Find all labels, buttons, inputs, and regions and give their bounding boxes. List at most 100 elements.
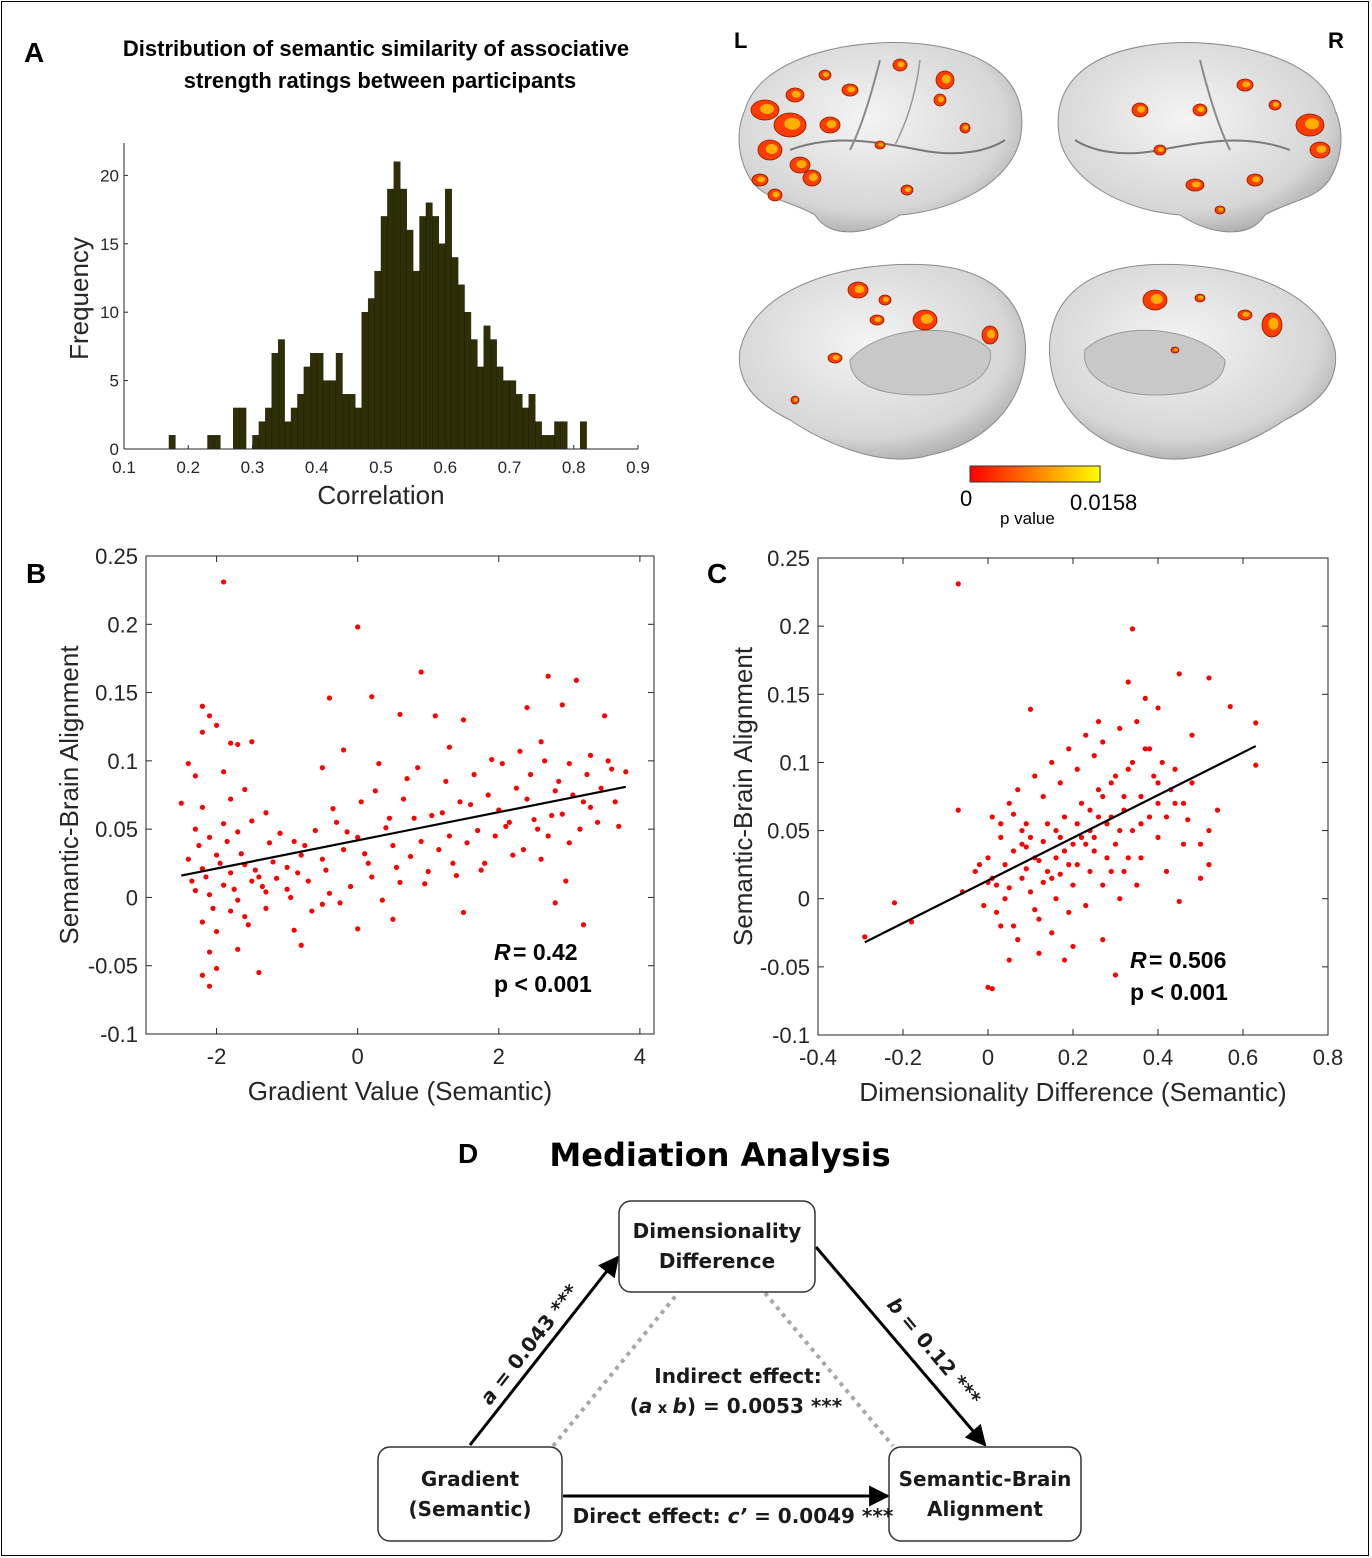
activation-blob-core [1150, 294, 1163, 304]
data-point [256, 969, 262, 976]
activation-blob-core [757, 176, 766, 183]
data-point [319, 901, 325, 907]
data-point [1163, 814, 1170, 820]
activation-blob-core [1191, 181, 1201, 188]
indirect-a: a [639, 1394, 653, 1418]
data-point [199, 972, 206, 978]
data-point [340, 847, 347, 853]
x-tick-label: 0.2 [1058, 1045, 1089, 1070]
data-point [400, 796, 407, 802]
data-point [612, 799, 618, 805]
data-point [1027, 834, 1034, 840]
data-point [319, 765, 325, 771]
data-point [478, 867, 484, 873]
y-tick-label: 15 [100, 235, 119, 254]
histogram-bar [213, 435, 221, 450]
data-point [231, 886, 237, 892]
data-point [520, 847, 527, 853]
data-point [1129, 759, 1136, 766]
data-point [545, 833, 551, 839]
y-tick-label: 0.15 [767, 682, 810, 707]
data-point [1040, 793, 1046, 800]
data-point [213, 965, 220, 972]
data-point [471, 771, 477, 778]
histogram-bar [380, 216, 388, 450]
activation-blob-core [1137, 105, 1146, 113]
data-point [1023, 821, 1029, 827]
y-tick-label: 20 [100, 166, 119, 185]
histogram-bar [483, 325, 491, 450]
data-point [1049, 930, 1055, 936]
y-tick-label: -0.1 [772, 1023, 810, 1048]
y-tick-label: 10 [100, 303, 119, 322]
panel-d-title: Mediation Analysis [549, 1136, 890, 1174]
histogram-bar [445, 188, 452, 450]
predictor-line2: (Semantic) [408, 1497, 531, 1521]
histogram-bar [168, 435, 176, 450]
x-axis-label: Dimensionality Difference (Semantic) [859, 1077, 1286, 1107]
data-point [1019, 875, 1025, 881]
data-point [1142, 746, 1148, 752]
activation-blob-core [904, 187, 911, 192]
histogram-bar [233, 407, 240, 450]
y-tick-label: 0.2 [779, 614, 810, 639]
data-point [1125, 855, 1131, 861]
indirect-value: ) = 0.0053 *** [687, 1394, 843, 1418]
data-point [1083, 841, 1089, 847]
activation-blob-core [822, 72, 829, 77]
x-tick-label: 0.5 [369, 458, 393, 477]
data-point [192, 773, 198, 779]
y-axis-label: Semantic-Brain Alignment [728, 646, 758, 946]
data-point [383, 825, 389, 831]
histogram-bar [258, 421, 266, 450]
panel-c-r-value: = 0.506 [1149, 947, 1226, 973]
activation-blob-core [847, 86, 856, 93]
data-point [284, 864, 290, 870]
data-point [616, 823, 622, 830]
histogram-bar [425, 202, 433, 450]
data-point [1040, 879, 1046, 885]
data-point [1023, 866, 1029, 872]
histogram-bar [252, 435, 260, 450]
data-point [1227, 703, 1233, 710]
histogram-bar [400, 188, 407, 450]
panel-a-letter: A [24, 37, 44, 68]
data-point [228, 870, 234, 876]
x-tick-label: -0.4 [799, 1045, 837, 1070]
data-point [245, 922, 251, 928]
direct-prefix: Direct effect: [573, 1504, 728, 1528]
activation-blob-core [784, 117, 801, 130]
y-tick-label: -0.05 [88, 954, 138, 979]
activation-blob-core [808, 173, 818, 182]
data-point [1032, 773, 1038, 779]
data-point [1121, 793, 1127, 800]
predictor-line1: Gradient [421, 1467, 520, 1491]
brain-left-medial [738, 263, 1027, 460]
x-tick-label: 0.6 [433, 458, 457, 477]
activation-blob-core [987, 329, 996, 339]
x-tick-label: 0.8 [1313, 1045, 1344, 1070]
data-point [1087, 868, 1093, 875]
activation-blob-core [1218, 207, 1224, 212]
data-point [411, 815, 417, 821]
data-point [206, 834, 213, 840]
activation-blob-core [854, 285, 865, 294]
y-tick-label: 0.25 [95, 544, 138, 569]
plot-box [145, 555, 655, 1035]
data-point [397, 711, 403, 718]
data-point [1070, 841, 1076, 847]
data-point [1027, 706, 1034, 712]
histogram-bar [515, 394, 523, 450]
data-point [549, 812, 555, 819]
data-point [418, 838, 424, 845]
data-point [989, 814, 995, 820]
data-point [538, 856, 544, 862]
data-point [415, 765, 421, 771]
data-point [1112, 972, 1119, 978]
data-point [580, 922, 587, 928]
data-point [1125, 679, 1131, 685]
activation-blob-core [878, 142, 884, 147]
data-point [467, 801, 474, 808]
data-point [985, 984, 991, 990]
data-point [213, 722, 220, 728]
